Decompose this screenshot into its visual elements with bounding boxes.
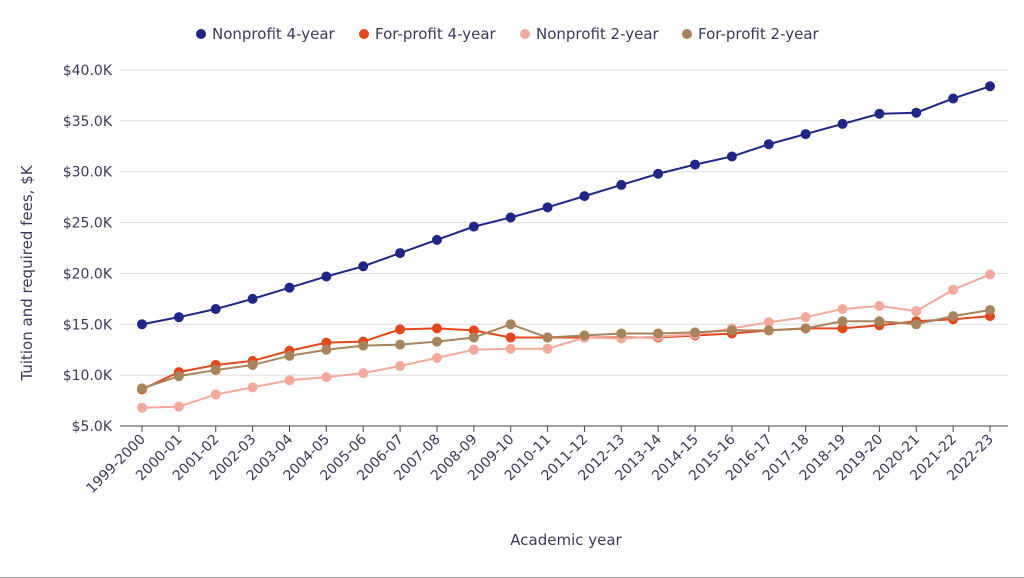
data-point (985, 269, 995, 280)
data-point (247, 359, 258, 370)
data-point (431, 234, 442, 245)
data-point (542, 202, 553, 213)
data-point (173, 312, 184, 323)
data-point (321, 344, 332, 355)
legend-label: For-profit 2-year (698, 25, 820, 43)
data-point (468, 332, 479, 343)
data-point (505, 343, 516, 354)
series-line-0 (141, 85, 991, 326)
data-point (284, 375, 295, 386)
legend-label: For-profit 4-year (375, 25, 497, 43)
legend-marker (520, 29, 530, 39)
data-point (173, 371, 184, 382)
data-point (321, 271, 332, 282)
data-point (579, 191, 590, 202)
legend-label: Nonprofit 4-year (212, 25, 336, 43)
data-point (542, 332, 553, 343)
data-point (948, 311, 959, 322)
y-tick-label: $35.0K (63, 114, 113, 130)
data-point (837, 118, 848, 129)
data-point (358, 368, 369, 379)
data-point (653, 168, 664, 179)
data-point (468, 325, 479, 336)
data-point (763, 317, 774, 328)
data-point (468, 221, 479, 232)
legend-marker (359, 29, 369, 39)
data-point (616, 328, 627, 339)
data-point (468, 344, 479, 355)
data-point (505, 332, 516, 343)
data-point (358, 261, 369, 272)
legend-marker (682, 29, 692, 39)
data-point (911, 319, 922, 330)
series-line-1 (141, 315, 991, 391)
data-point (800, 129, 811, 140)
data-point (837, 316, 848, 327)
data-point (395, 324, 406, 335)
legend-label: Nonprofit 2-year (536, 25, 660, 43)
data-point (284, 282, 295, 293)
data-point (948, 93, 959, 104)
data-point (985, 81, 995, 92)
y-axis-title: Tuition and required fees, $K (18, 164, 36, 381)
data-point (395, 360, 406, 371)
data-point (431, 336, 442, 347)
data-point (505, 212, 516, 223)
data-point (837, 323, 848, 334)
data-point (763, 139, 774, 150)
data-point (395, 248, 406, 259)
y-tick-label: $20.0K (63, 266, 113, 282)
x-axis-title: Academic year (510, 531, 622, 549)
data-point (321, 372, 332, 383)
series-line-2 (141, 273, 991, 409)
data-point (726, 151, 737, 162)
data-point (137, 383, 147, 394)
data-point (800, 312, 811, 323)
data-point (616, 179, 627, 190)
y-tick-label: $25.0K (63, 216, 113, 232)
data-point (358, 340, 369, 351)
data-point (948, 284, 959, 295)
y-tick-label: $5.0K (72, 419, 113, 435)
data-point (431, 323, 442, 334)
data-point (431, 352, 442, 363)
data-point (911, 306, 922, 317)
data-point (690, 159, 701, 170)
data-point (874, 108, 885, 119)
data-point (911, 107, 922, 118)
data-point (505, 319, 516, 330)
data-point (542, 343, 553, 354)
data-point (284, 350, 295, 361)
data-point (247, 293, 258, 304)
data-point (653, 328, 664, 339)
y-tick-label: $15.0K (63, 317, 113, 333)
data-point (874, 300, 885, 311)
data-point (210, 304, 221, 315)
data-point (210, 389, 221, 400)
series-line-3 (141, 309, 991, 390)
data-point (173, 401, 184, 412)
y-tick-label: $30.0K (63, 165, 113, 181)
data-point (247, 382, 258, 393)
y-tick-label: $10.0K (63, 368, 113, 384)
data-point (137, 319, 147, 330)
data-point (726, 325, 737, 336)
data-point (137, 402, 147, 413)
data-point (874, 316, 885, 327)
data-point (763, 325, 774, 336)
x-tick-label: 1999-2000 (84, 432, 149, 497)
y-tick-label: $40.0K (63, 63, 113, 79)
data-point (395, 339, 406, 350)
data-point (321, 337, 332, 348)
data-point (579, 330, 590, 341)
legend-marker (196, 29, 206, 39)
data-point (985, 305, 995, 316)
data-point (837, 304, 848, 315)
data-point (210, 365, 221, 376)
data-point (690, 327, 701, 338)
data-point (800, 323, 811, 334)
